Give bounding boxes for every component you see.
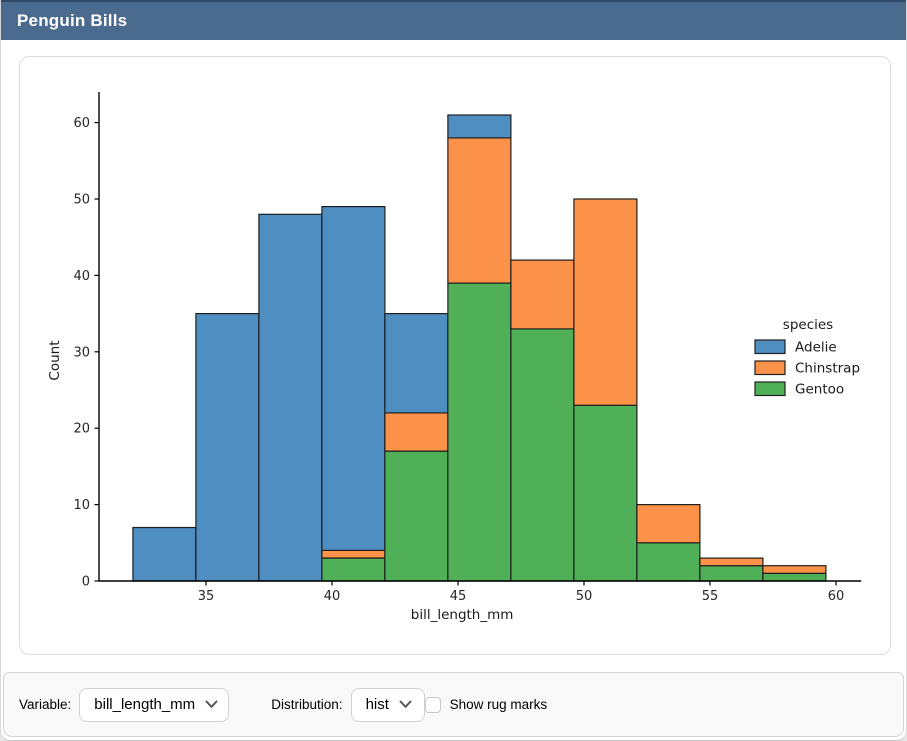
svg-text:40: 40: [73, 269, 90, 284]
svg-text:10: 10: [73, 498, 90, 513]
bar-segment-gentoo: [384, 450, 449, 582]
svg-text:45: 45: [450, 589, 467, 604]
bar-segment-chinstrap: [384, 412, 449, 452]
svg-text:Adelie: Adelie: [795, 340, 837, 356]
bar-segment-gentoo: [636, 542, 701, 582]
svg-text:Chinstrap: Chinstrap: [795, 361, 860, 377]
svg-text:35: 35: [198, 589, 215, 604]
control-bar: Variable: bill_length_mm Distribution: h…: [3, 672, 904, 737]
bar-segment-gentoo: [699, 565, 764, 582]
bar-segment-adelie: [447, 114, 512, 139]
bar-segment-chinstrap: [699, 557, 764, 567]
svg-text:55: 55: [702, 589, 719, 604]
chevron-down-icon: [399, 700, 412, 709]
bar-segment-adelie: [195, 313, 260, 582]
variable-select-value: bill_length_mm: [94, 696, 196, 713]
bar-segment-gentoo: [447, 282, 512, 582]
page-title: Penguin Bills: [17, 11, 128, 30]
svg-text:60: 60: [73, 116, 90, 131]
histogram-chart: 35 40 45 50 55 60 0 10 20 30 40 50 60 bill_length_mm C…: [47, 92, 862, 623]
y-axis-label: Count: [47, 340, 63, 380]
bar-segment-adelie: [132, 526, 197, 582]
svg-text:40: 40: [324, 589, 341, 604]
rug-checkbox-label: Show rug marks: [449, 697, 548, 712]
svg-text:species: species: [783, 317, 833, 333]
bar-segment-chinstrap: [636, 504, 701, 544]
svg-text:30: 30: [73, 345, 90, 360]
title-bar: Penguin Bills: [1, 0, 906, 40]
bar-segment-chinstrap: [447, 137, 512, 284]
x-axis-label: bill_length_mm: [411, 607, 514, 623]
svg-text:60: 60: [828, 589, 845, 604]
variable-label: Variable:: [19, 697, 72, 712]
bar-segment-gentoo: [762, 572, 827, 582]
svg-text:Gentoo: Gentoo: [795, 382, 844, 398]
bar-segment-adelie: [258, 213, 323, 582]
bar-segment-adelie: [321, 206, 386, 551]
bar-segment-adelie: [384, 313, 449, 414]
variable-select[interactable]: bill_length_mm: [79, 687, 230, 722]
chevron-down-icon: [205, 700, 218, 709]
distribution-label: Distribution:: [271, 697, 343, 712]
rug-checkbox[interactable]: [424, 696, 441, 713]
bar-segment-chinstrap: [762, 565, 827, 574]
bar-segment-gentoo: [510, 328, 575, 582]
bar-segment-chinstrap: [510, 259, 575, 330]
chart-card: 35 40 45 50 55 60 0 10 20 30 40 50 60 bill_length_mm C…: [19, 56, 891, 655]
distribution-select-value: hist: [365, 696, 389, 713]
svg-text:0: 0: [82, 575, 90, 590]
svg-text:50: 50: [576, 589, 593, 604]
distribution-select[interactable]: hist: [350, 687, 425, 722]
bar-segment-chinstrap: [573, 198, 638, 406]
svg-text:20: 20: [73, 422, 90, 437]
svg-text:50: 50: [73, 193, 90, 208]
bar-segment-chinstrap: [321, 549, 386, 559]
bar-segment-gentoo: [573, 404, 638, 582]
bar-segment-gentoo: [321, 557, 386, 582]
